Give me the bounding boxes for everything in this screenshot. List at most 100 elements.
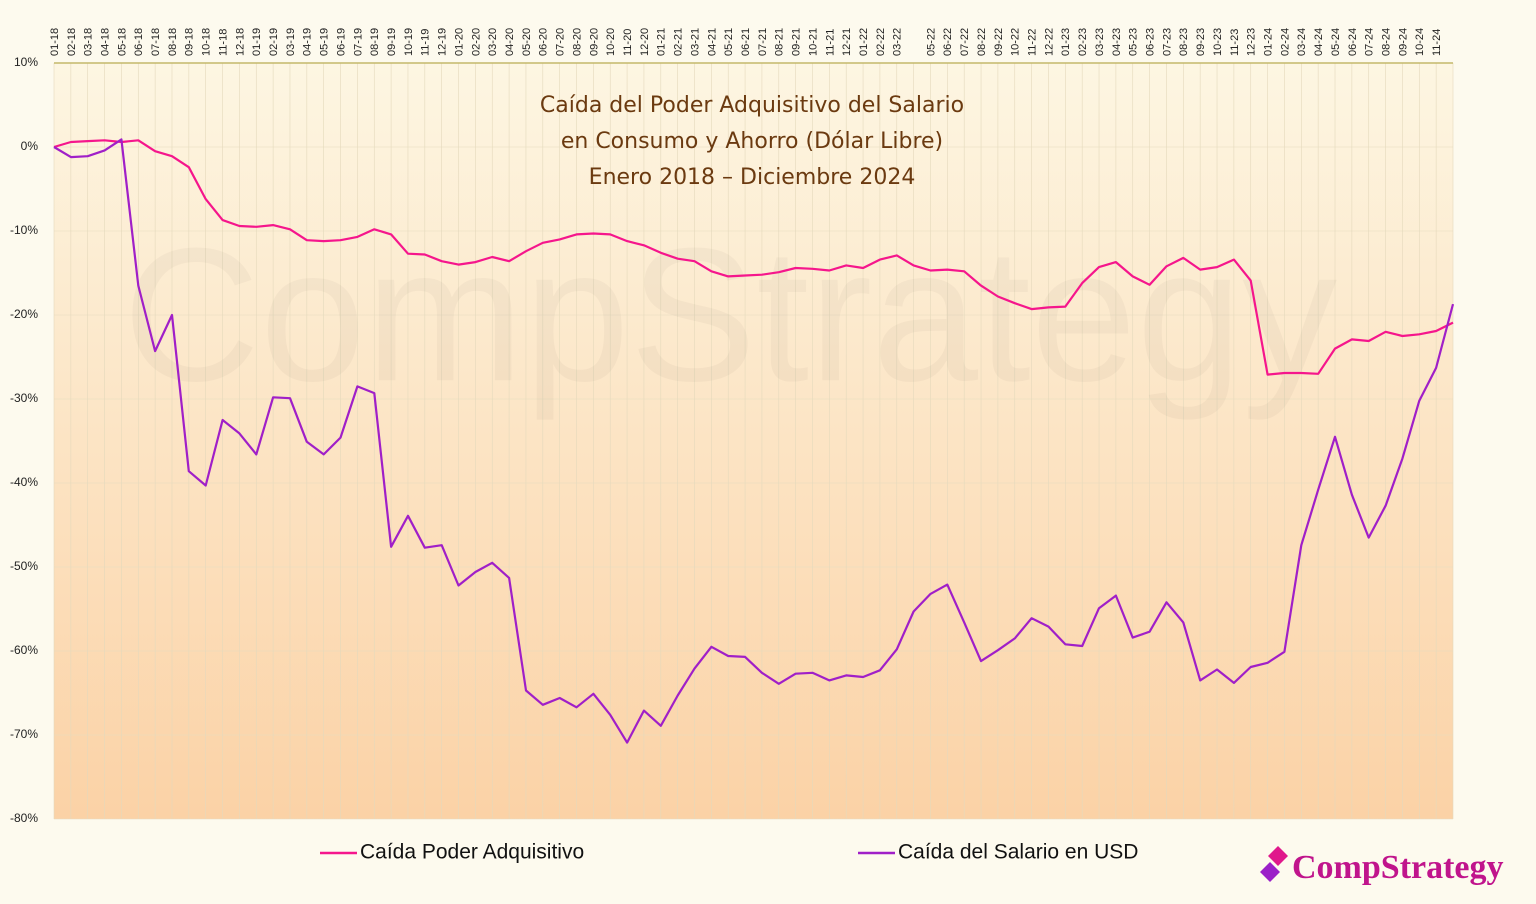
x-tick-label: 07-23 — [1161, 28, 1173, 56]
x-tick-label: 11-18 — [217, 29, 229, 56]
logo-icon — [1260, 862, 1280, 882]
x-tick-label: 08-23 — [1178, 28, 1190, 56]
x-tick-label: 08-20 — [571, 28, 583, 56]
x-tick-label: 11-21 — [824, 29, 836, 56]
x-tick-label: 04-18 — [99, 28, 111, 56]
x-tick-label: 02-18 — [66, 28, 78, 56]
x-tick-label: 09-19 — [386, 28, 398, 56]
x-tick-label: 11-24 — [1431, 29, 1443, 56]
x-tick-label: 07-24 — [1364, 28, 1376, 56]
x-tick-label: 01-18 — [49, 28, 61, 56]
x-tick-label: 04-19 — [302, 28, 314, 56]
x-tick-label: 04-24 — [1313, 28, 1325, 56]
x-tick-label: 12-20 — [639, 28, 651, 56]
x-tick-label: 06-23 — [1145, 28, 1157, 56]
x-tick-label: 11-22 — [1027, 29, 1039, 56]
x-tick-label: 12-19 — [437, 28, 449, 56]
x-tick-label: 06-21 — [740, 28, 752, 56]
logo-icon — [1268, 846, 1288, 866]
x-tick-label: 04-20 — [504, 28, 516, 56]
x-tick-label: 05-24 — [1330, 28, 1342, 56]
x-tick-label: 07-22 — [959, 28, 971, 56]
x-tick-label: 01-20 — [453, 28, 465, 56]
x-tick-label: 01-19 — [251, 28, 263, 56]
x-tick-label: 12-22 — [1043, 28, 1055, 56]
x-tick-label: 02-24 — [1279, 28, 1291, 56]
x-tick-label: 06-22 — [942, 28, 954, 56]
x-tick-label: 04-23 — [1111, 28, 1123, 56]
x-tick-label: 11-23 — [1229, 29, 1241, 56]
x-tick-label: 10-19 — [403, 28, 415, 56]
x-tick-label: 03-22 — [892, 28, 904, 56]
x-tick-label: 09-22 — [993, 28, 1005, 56]
x-tick-label: 02-21 — [673, 28, 685, 56]
x-tick-label: 12-18 — [234, 28, 246, 56]
x-tick-label: 09-18 — [184, 28, 196, 56]
x-tick-label: 07-19 — [352, 28, 364, 56]
x-tick-label: 09-20 — [588, 28, 600, 56]
chart-title: Caída del Poder Adquisitivo del Salario — [540, 93, 964, 118]
x-tick-label: 08-24 — [1380, 28, 1392, 56]
x-tick-label: 01-24 — [1262, 28, 1274, 56]
y-tick-label: -50% — [10, 559, 38, 573]
x-tick-label: 01-21 — [656, 28, 668, 56]
x-tick-label: 04-21 — [706, 28, 718, 56]
y-tick-label: 0% — [21, 139, 39, 153]
x-tick-label: 02-20 — [470, 28, 482, 56]
x-tick-label: 11-19 — [420, 29, 432, 56]
x-tick-label: 09-24 — [1397, 28, 1409, 56]
x-tick-label: 06-20 — [538, 28, 550, 56]
watermark: CompStrategy — [123, 209, 1337, 421]
plot-area — [54, 63, 1453, 819]
x-tick-label: 07-21 — [757, 28, 769, 56]
y-tick-label: -60% — [10, 643, 38, 657]
x-tick-label: 05-18 — [116, 28, 128, 56]
x-tick-label: 02-19 — [268, 28, 280, 56]
series-line — [53, 139, 1454, 376]
x-tick-label: 06-24 — [1347, 28, 1359, 56]
x-tick-label: 02-23 — [1077, 28, 1089, 56]
x-tick-label: 12-23 — [1246, 28, 1258, 56]
y-tick-label: 10% — [14, 55, 38, 69]
x-tick-label: 09-23 — [1195, 28, 1207, 56]
x-tick-label: 10-20 — [605, 28, 617, 56]
y-tick-label: -80% — [10, 811, 38, 825]
series-line — [53, 138, 1455, 744]
x-tick-label: 05-19 — [319, 28, 331, 56]
y-tick-label: -70% — [10, 727, 38, 741]
logo-text: CompStrategy — [1292, 849, 1504, 886]
x-tick-label: 10-24 — [1414, 28, 1426, 56]
x-tick-label: 08-19 — [369, 28, 381, 56]
legend-label: Caída Poder Adquisitivo — [360, 841, 584, 864]
x-tick-label: 05-23 — [1128, 28, 1140, 56]
y-tick-label: -20% — [10, 307, 38, 321]
x-tick-label: 10-22 — [1010, 28, 1022, 56]
x-tick-label: 05-20 — [521, 28, 533, 56]
x-tick-label: 08-22 — [976, 28, 988, 56]
x-tick-label: 12-21 — [841, 28, 853, 56]
x-tick-label: 02-22 — [875, 28, 887, 56]
x-tick-label: 03-24 — [1296, 28, 1308, 56]
x-tick-label: 10-18 — [201, 28, 213, 56]
x-tick-label: 01-23 — [1060, 28, 1072, 56]
x-tick-label: 06-19 — [335, 28, 347, 56]
x-tick-label: 03-23 — [1094, 28, 1106, 56]
x-tick-label: 07-18 — [150, 28, 162, 56]
y-tick-label: -10% — [10, 223, 38, 237]
legend-label: Caída del Salario en USD — [898, 841, 1138, 864]
x-tick-label: 06-18 — [133, 28, 145, 56]
x-tick-label: 05-21 — [723, 28, 735, 56]
x-tick-label: 08-18 — [167, 28, 179, 56]
x-tick-label: 03-18 — [83, 28, 95, 56]
x-tick-label: 07-20 — [555, 28, 567, 56]
y-tick-label: -30% — [10, 391, 38, 405]
x-tick-label: 01-22 — [858, 28, 870, 56]
x-tick-label: 09-21 — [791, 28, 803, 56]
x-tick-label: 10-21 — [807, 28, 819, 56]
x-tick-label: 10-23 — [1212, 28, 1224, 56]
x-tick-label: 11-20 — [622, 29, 634, 56]
logo: CompStrategy — [1260, 846, 1504, 886]
chart-title: en Consumo y Ahorro (Dólar Libre) — [561, 129, 943, 154]
